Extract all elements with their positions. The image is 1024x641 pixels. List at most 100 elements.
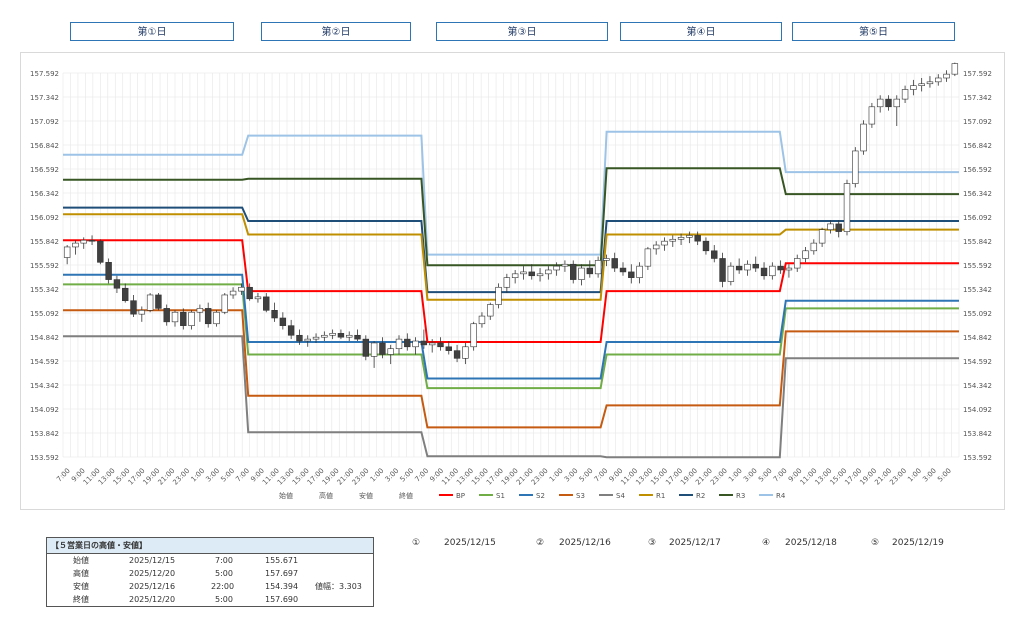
x-tick-label: 23:00 bbox=[709, 467, 729, 487]
candle-body bbox=[827, 223, 834, 230]
candle-body bbox=[545, 269, 552, 275]
candle-body bbox=[536, 273, 544, 277]
legend-label: 安値 bbox=[359, 491, 373, 500]
candle-body bbox=[246, 286, 253, 300]
y-tick-label-right: 157.592 bbox=[963, 70, 992, 78]
x-tick-label: 3:00 bbox=[384, 467, 401, 484]
x-tick-label: 7:00 bbox=[55, 467, 72, 484]
day-dates: ① 2025/12/15 ② 2025/12/16 ③ 2025/12/17 ④… bbox=[412, 538, 972, 552]
y-tick-label-right: 157.092 bbox=[963, 118, 992, 126]
candle-body bbox=[478, 315, 486, 325]
summary-label: 終値 bbox=[73, 595, 89, 604]
pivot-line-R2 bbox=[63, 206, 959, 294]
candle-body bbox=[387, 348, 394, 355]
y-tick-label-left: 156.842 bbox=[30, 142, 59, 150]
candle-body bbox=[171, 311, 179, 323]
candle-body bbox=[810, 242, 818, 252]
candle-body bbox=[686, 235, 693, 238]
candle-body bbox=[628, 271, 635, 278]
candle-body bbox=[445, 346, 452, 351]
summary-date: 2025/12/20 bbox=[129, 595, 176, 604]
day-date-num: ④ bbox=[762, 538, 771, 548]
pivot-line-S4 bbox=[63, 335, 959, 459]
candle-body bbox=[777, 265, 784, 271]
y-tick-label-right: 156.342 bbox=[963, 190, 992, 198]
candle-body bbox=[860, 123, 867, 152]
chart-frame: 153.592 153.592 153.842 153.842 154.092 154.0… bbox=[20, 52, 1005, 510]
candle-body bbox=[868, 106, 876, 125]
candle-body bbox=[163, 308, 170, 323]
candle-body bbox=[72, 242, 79, 248]
x-tick-label: 23:00 bbox=[530, 467, 550, 487]
candle-body bbox=[254, 296, 262, 300]
y-tick-label-right: 157.342 bbox=[963, 94, 992, 102]
summary-extra: 値幅：3.303 bbox=[315, 582, 362, 591]
summary-date: 2025/12/15 bbox=[129, 556, 176, 565]
legend-label: 始値 bbox=[279, 491, 293, 500]
x-tick-label: 5:00 bbox=[399, 467, 416, 484]
candle-body bbox=[329, 333, 336, 336]
candle-body bbox=[213, 311, 220, 325]
candle-body bbox=[603, 258, 610, 261]
x-tick-label: 1:00 bbox=[548, 467, 565, 484]
y-tick-label-right: 156.092 bbox=[963, 214, 992, 222]
candle-body bbox=[296, 334, 303, 342]
candle-body bbox=[669, 238, 676, 242]
y-tick-label-left: 155.842 bbox=[30, 238, 59, 246]
candle-body bbox=[379, 342, 386, 355]
candle-body bbox=[951, 63, 959, 75]
summary-date: 2025/12/20 bbox=[129, 569, 176, 578]
candle-body bbox=[188, 311, 195, 326]
candle-body bbox=[354, 334, 361, 340]
candle-body bbox=[893, 98, 900, 108]
y-tick-label-right: 154.592 bbox=[963, 358, 992, 366]
candle-body bbox=[735, 265, 743, 271]
x-tick-label: 5:00 bbox=[757, 467, 774, 484]
candle-body bbox=[88, 239, 96, 242]
candle-body bbox=[910, 85, 917, 90]
candle-body bbox=[229, 290, 237, 296]
summary-value: 155.671 bbox=[265, 556, 299, 565]
x-tick-label: 1:00 bbox=[189, 467, 206, 484]
candle-body bbox=[926, 81, 934, 85]
candle-body bbox=[196, 308, 204, 313]
candle-body bbox=[818, 229, 826, 244]
x-tick-label: 3:00 bbox=[563, 467, 580, 484]
summary-date: 2025/12/16 bbox=[129, 582, 176, 591]
y-tick-label-right: 154.342 bbox=[963, 382, 992, 390]
day-date-num: ① bbox=[412, 538, 421, 548]
day-date: 2025/12/16 bbox=[559, 538, 611, 548]
day-date: 2025/12/15 bbox=[444, 538, 496, 548]
candle-body bbox=[794, 258, 801, 269]
y-tick-label-right: 153.842 bbox=[963, 430, 992, 438]
day-header-3: 第③日 bbox=[436, 22, 608, 41]
y-tick-label-right: 153.592 bbox=[963, 454, 992, 462]
x-tick-label: 7:00 bbox=[234, 467, 251, 484]
legend-label: R4 bbox=[776, 492, 786, 500]
y-tick-label-right: 155.592 bbox=[963, 262, 992, 270]
candle-body bbox=[760, 267, 768, 277]
y-tick-label-left: 157.342 bbox=[30, 94, 59, 102]
candle-body bbox=[238, 286, 245, 292]
candle-body bbox=[901, 89, 909, 100]
summary-title: 【５営業日の高値・安値】 bbox=[47, 538, 373, 554]
y-tick-label-left: 156.092 bbox=[30, 214, 59, 222]
y-tick-label-right: 154.842 bbox=[963, 334, 992, 342]
candle-body bbox=[511, 273, 519, 278]
candle-body bbox=[453, 350, 461, 359]
legend-label: S4 bbox=[616, 492, 625, 500]
candle-body bbox=[677, 237, 685, 240]
day-date: 2025/12/18 bbox=[785, 538, 837, 548]
summary-time: 22:00 bbox=[211, 582, 235, 591]
candle-body bbox=[113, 279, 121, 289]
candle-body bbox=[694, 235, 701, 242]
x-tick-label: 5:00 bbox=[578, 467, 595, 484]
candle-body bbox=[752, 263, 759, 269]
candle-body bbox=[719, 258, 726, 282]
candle-body bbox=[652, 244, 660, 250]
summary-label: 始値 bbox=[73, 556, 89, 565]
day-date-num: ② bbox=[536, 538, 545, 548]
candle-body bbox=[428, 342, 436, 346]
y-tick-label-left: 154.342 bbox=[30, 382, 59, 390]
y-tick-label-right: 155.092 bbox=[963, 310, 992, 318]
